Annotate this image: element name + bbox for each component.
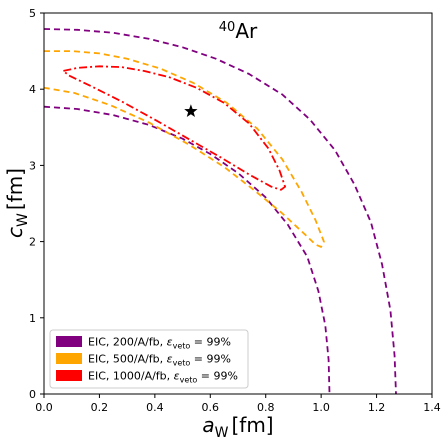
y-tick-label: 3 (29, 159, 36, 172)
contour-lines (43, 28, 397, 395)
legend-entry-200-eps: ε (167, 336, 173, 349)
legend-entry-1000-eps: ε (174, 370, 180, 383)
legend-swatch-200 (56, 336, 82, 347)
y-tick-label: 5 (29, 7, 36, 20)
legend-entry-1000-prefix: EIC, 1000/A/fb, (88, 370, 174, 383)
axes-frame (43, 12, 433, 395)
x-tick-label: 0.0 (35, 401, 53, 414)
legend: EIC, 200/A/fb, εveto = 99% EIC, 500/A/fb… (49, 329, 249, 389)
legend-entry-1000-eps-sub: veto (180, 376, 198, 385)
chart-title: 40Ar (219, 19, 258, 43)
legend-entry-500-eps: ε (167, 353, 173, 366)
chart-title-base: Ar (235, 19, 258, 43)
x-axis-var: a (202, 413, 214, 437)
legend-entry-1000: EIC, 1000/A/fb, εveto = 99% (88, 370, 238, 385)
legend-entry-200: EIC, 200/A/fb, εveto = 99% (88, 336, 231, 351)
x-tick-label: 1.4 (423, 401, 441, 414)
legend-entry-500-eps-value: = 99% (190, 353, 231, 366)
contour-200-0 (43, 28, 397, 395)
x-tick-label: 0.2 (91, 401, 109, 414)
x-axis-unit: [fm] (231, 413, 273, 437)
x-tick-label: 0.8 (257, 401, 275, 414)
y-axis-unit: [fm] (3, 168, 27, 210)
legend-entry-500-prefix: EIC, 500/A/fb, (88, 353, 167, 366)
legend-entry-200-prefix: EIC, 200/A/fb, (88, 336, 167, 349)
x-tick-label: 1.2 (368, 401, 386, 414)
x-axis-sub: W (215, 425, 229, 441)
y-axis-var: c (3, 227, 27, 238)
y-tick-label: 4 (29, 83, 36, 96)
chart-title-superscript: 40 (219, 20, 236, 35)
x-tick-label: 0.6 (202, 401, 220, 414)
contour-200-1 (43, 105, 331, 395)
y-tick-label: 1 (29, 312, 36, 325)
legend-entry-500-eps-sub: veto (173, 359, 191, 368)
legend-entry-200-eps-value: = 99% (190, 336, 231, 349)
contour-1000-0 (62, 65, 286, 191)
legend-swatch-1000 (56, 370, 82, 381)
y-tick-label: 2 (29, 236, 36, 249)
x-tick-label: 1.0 (312, 401, 330, 414)
best-fit-marker (184, 104, 198, 117)
y-axis-label: cW [fm] (3, 168, 31, 238)
axis-ticks: 0.0 0.2 0.4 0.6 0.8 1.0 1.2 1.4 0 1 2 3 4 5 (29, 7, 441, 414)
x-axis-label: aW [fm] (202, 413, 273, 441)
legend-entry-500: EIC, 500/A/fb, εveto = 99% (88, 353, 231, 368)
x-tick-label: 0.4 (146, 401, 164, 414)
star-marker (184, 104, 198, 117)
legend-swatch-500 (56, 353, 82, 364)
y-tick-label: 0 (29, 388, 36, 401)
legend-entry-1000-eps-value: = 99% (197, 370, 238, 383)
contour-500-0 (43, 50, 325, 248)
y-axis-sub: W (15, 213, 31, 227)
legend-box (49, 329, 249, 389)
legend-entry-200-eps-sub: veto (173, 342, 191, 351)
